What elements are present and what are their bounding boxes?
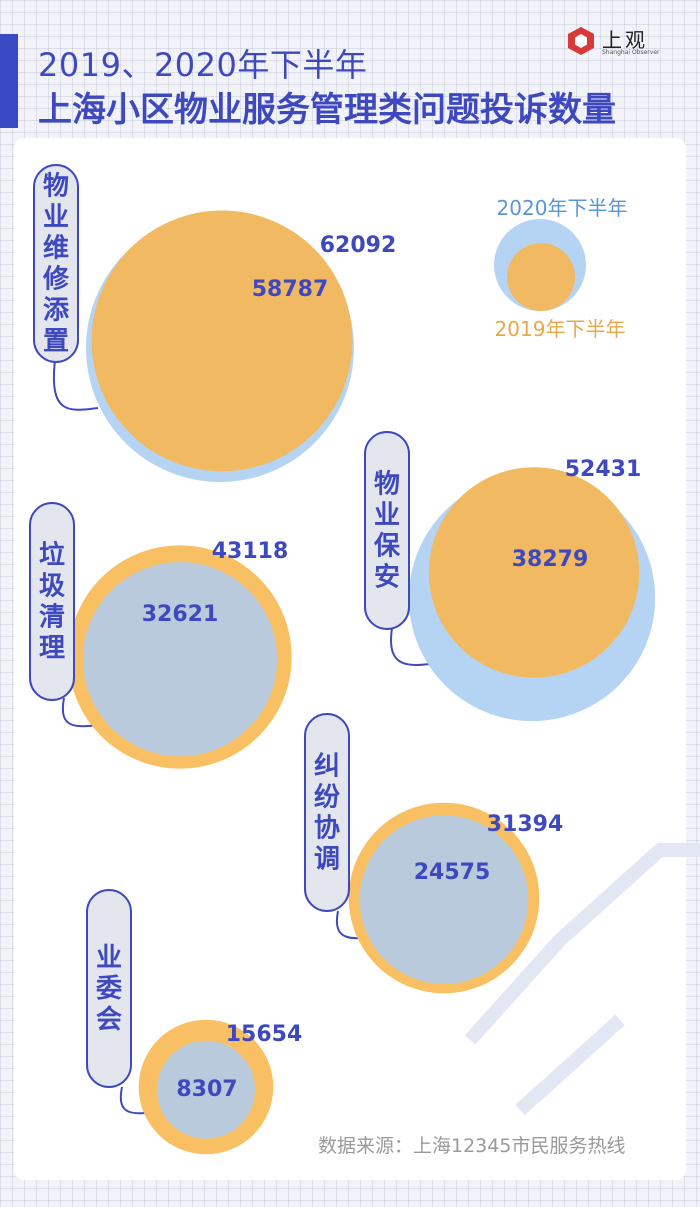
- category-pill: [364, 431, 410, 630]
- bubble-2019-2: [82, 562, 278, 757]
- logo-subtext: Shanghai Observer: [602, 49, 660, 56]
- hexagon-logo-icon: [568, 27, 594, 55]
- data-source-note: 数据来源：上海12345市民服务热线: [318, 1135, 626, 1157]
- bubble-2019-0: [91, 210, 353, 472]
- page-title-line1: 2019、2020年下半年: [38, 46, 368, 84]
- value-label-2020-0: 62092: [320, 233, 397, 258]
- connector-line: [52, 359, 99, 411]
- category-pill: [304, 713, 350, 912]
- page-title-line2: 上海小区物业服务管理类问题投诉数量: [38, 90, 616, 130]
- category-label-4: 业委会: [96, 943, 122, 1035]
- category-pill: [86, 889, 132, 1088]
- legend-label-2020: 2020年下半年: [497, 196, 628, 220]
- legend: 2020年下半年 2019年下半年: [494, 196, 627, 341]
- value-label-2020-1: 52431: [565, 457, 642, 482]
- value-label-2019-3: 24575: [414, 860, 491, 885]
- logo-text: 上观: [602, 28, 648, 52]
- brand-logo: 上观 Shanghai Observer: [566, 24, 666, 62]
- legend-swatch-2019: [507, 243, 575, 311]
- value-label-2020-2: 43118: [212, 539, 289, 564]
- bubble-2019-1: [428, 467, 640, 678]
- bubble-2019-4: [156, 1040, 256, 1139]
- category-label-3: 纠纷协调: [314, 752, 340, 875]
- category-pill: [33, 164, 79, 363]
- value-label-2019-2: 32621: [142, 602, 219, 627]
- value-label-2019-4: 8307: [176, 1077, 237, 1102]
- value-label-2019-0: 58787: [252, 277, 329, 302]
- bubbles-layer: 物业维修添置 62092 58787 物业保安 52431 38279 垃圾清理 43118 3…: [29, 164, 656, 1155]
- title-accent-bar: [0, 34, 18, 128]
- value-label-2020-3: 31394: [487, 812, 564, 837]
- category-label-0: 物业维修添置: [42, 172, 70, 357]
- legend-label-2019: 2019年下半年: [495, 317, 626, 341]
- decorative-watermark: [464, 843, 700, 1116]
- category-label-1: 物业保安: [373, 470, 401, 593]
- category-label-2: 垃圾清理: [39, 540, 66, 664]
- category-pill: [29, 502, 75, 701]
- value-label-2020-4: 15654: [226, 1022, 303, 1047]
- bubble-2019-3: [359, 815, 529, 984]
- value-label-2019-1: 38279: [512, 547, 589, 572]
